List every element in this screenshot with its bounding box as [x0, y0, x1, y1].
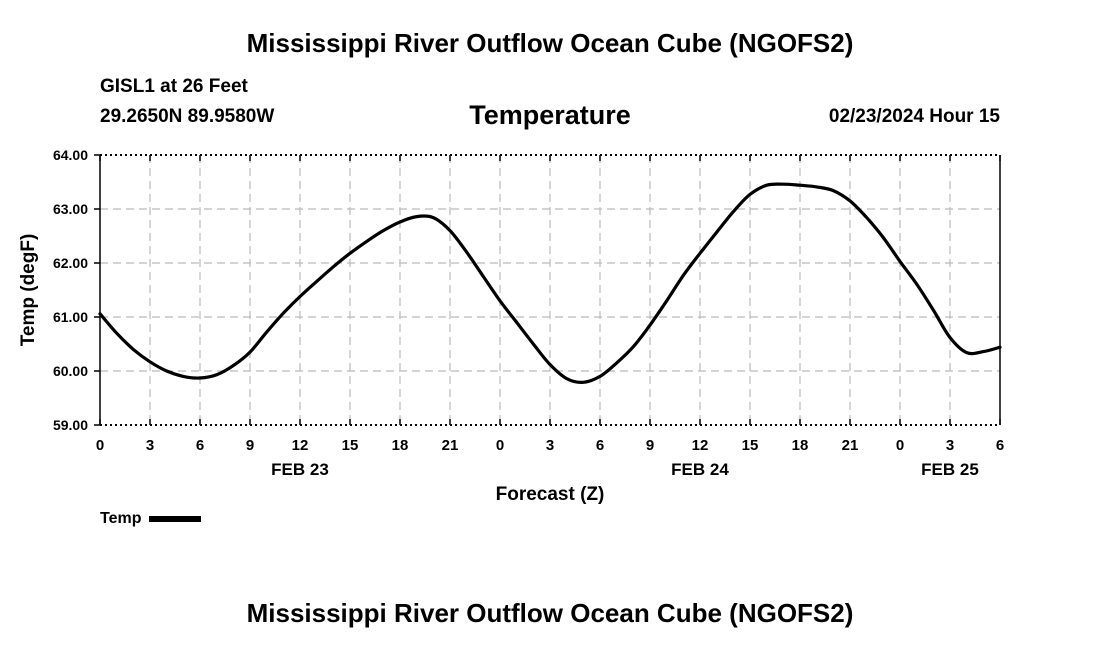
- axis-layer: [94, 154, 1001, 426]
- x-axis-title: Forecast (Z): [496, 484, 605, 505]
- station-label: GISL1 at 26 Feet: [100, 76, 248, 97]
- x-tick-label: 15: [342, 437, 359, 454]
- y-tick-label: 61.00: [53, 309, 88, 325]
- station-coordinates: 29.2650N 89.9580W: [100, 106, 275, 127]
- date-label: FEB 25: [921, 460, 979, 479]
- x-tick-label: 0: [496, 437, 504, 454]
- x-tick-label: 0: [896, 437, 904, 454]
- x-tick-label: 15: [742, 437, 759, 454]
- x-tick-label: 6: [596, 437, 604, 454]
- y-tick-label: 62.00: [53, 255, 88, 271]
- x-tick-label: 21: [842, 437, 859, 454]
- x-tick-label: 6: [996, 437, 1004, 454]
- forecast-datetime: 02/23/2024 Hour 15: [828, 106, 1000, 127]
- y-axis-title: Temp (degF): [18, 234, 39, 347]
- x-tick-label: 9: [646, 437, 654, 454]
- x-tick-label: 3: [146, 437, 154, 454]
- x-tick-label: 12: [292, 437, 309, 454]
- date-label: FEB 23: [271, 460, 329, 479]
- footer-title: Mississippi River Outflow Ocean Cube (NG…: [246, 598, 854, 628]
- legend-swatch-temp: [149, 516, 202, 522]
- legend: Temp: [100, 510, 202, 528]
- date-label: FEB 24: [671, 460, 729, 479]
- main-title: Mississippi River Outflow Ocean Cube (NG…: [246, 28, 854, 58]
- series-line-temp: [98, 182, 1002, 384]
- x-tick-label: 12: [692, 437, 709, 454]
- x-tick-label: 21: [442, 437, 459, 454]
- y-tick-label: 64.00: [53, 147, 88, 163]
- x-tick-label: 9: [246, 437, 254, 454]
- x-tick-label: 3: [546, 437, 554, 454]
- x-tick-label: 6: [196, 437, 204, 454]
- x-tick-label: 18: [792, 437, 809, 454]
- y-tick-label: 63.00: [53, 201, 88, 217]
- label-layer: 59.00 60.00 61.00 62.00 63.00 64.00 0 3 6 9 12 15 18…: [18, 147, 1004, 505]
- series-layer: [98, 182, 1002, 384]
- x-tick-label: 3: [946, 437, 954, 454]
- chart-title: Temperature: [469, 100, 631, 130]
- grid-layer: [100, 154, 1000, 426]
- legend-label-temp: Temp: [100, 510, 142, 527]
- y-tick-label: 60.00: [53, 363, 88, 379]
- x-tick-label: 0: [96, 437, 104, 454]
- x-tick-label: 18: [392, 437, 409, 454]
- y-tick-label: 59.00: [53, 417, 88, 433]
